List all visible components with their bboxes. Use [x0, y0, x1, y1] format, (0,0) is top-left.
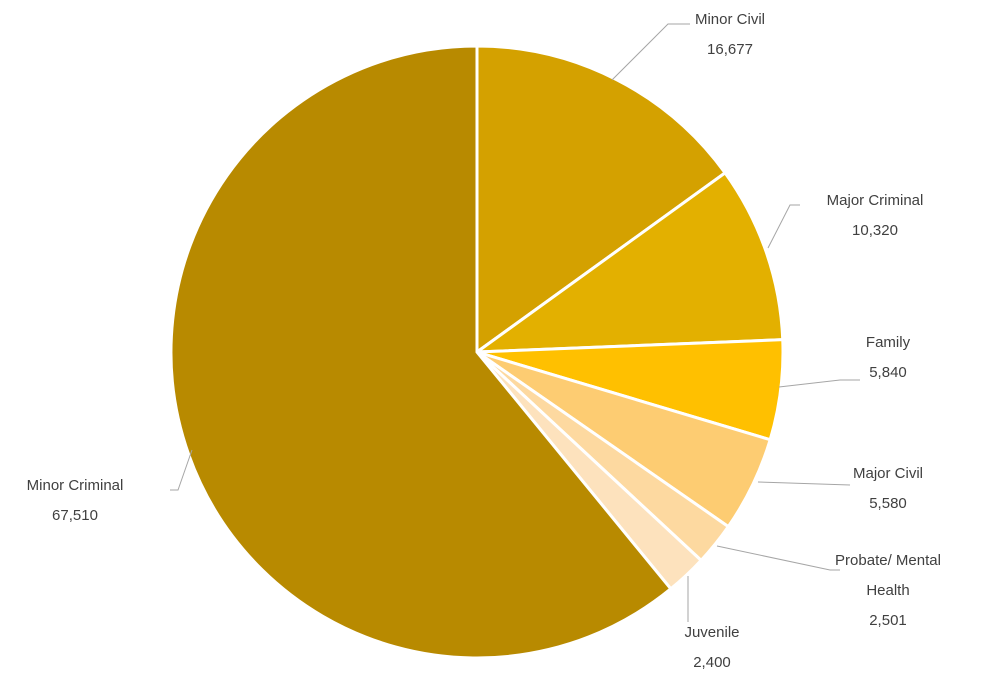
data-label-category: Probate/ Mental [835, 552, 941, 569]
data-label-category: Family [866, 334, 911, 351]
data-label-category: Juvenile [684, 624, 739, 641]
leader-lines-layer [170, 23, 860, 622]
data-labels-layer: Minor Civil 16,677 Major Criminal 10,320 Fam… [27, 11, 941, 671]
data-label-minor-criminal: Minor Criminal 67,510 [27, 477, 124, 524]
data-label-category: Minor Criminal [27, 477, 124, 494]
pie-slice-minor-civil [475, 44, 728, 355]
data-label-family: Family 5,840 [866, 334, 911, 381]
pie-slice-major-criminal [472, 170, 785, 354]
data-label-major-criminal: Major Criminal 10,320 [827, 192, 924, 239]
data-label-value: 2,501 [869, 612, 907, 629]
leader-line-major-civil [757, 481, 851, 486]
pie-slice-minor-criminal [169, 44, 673, 660]
data-label-minor-civil: Minor Civil 16,677 [695, 11, 765, 58]
data-label-value: 16,677 [707, 41, 753, 58]
data-label-value: 5,580 [869, 495, 907, 512]
data-label-category: Major Criminal [827, 192, 924, 209]
data-label-value: 67,510 [52, 507, 98, 524]
data-label-major-civil: Major Civil 5,580 [853, 465, 923, 512]
data-label-value: 10,320 [852, 222, 898, 239]
data-label-category: Minor Civil [695, 11, 765, 28]
slices-layer [169, 44, 785, 660]
leader-line-family [778, 379, 860, 388]
data-label-category: Health [866, 582, 909, 599]
leader-line-minor-civil [611, 23, 690, 81]
data-label-category: Major Civil [853, 465, 923, 482]
data-label-probate-mental-health: Probate/ Mental Health 2,501 [835, 552, 941, 629]
leader-line-probate-mental-health [716, 545, 840, 571]
data-label-value: 5,840 [869, 364, 907, 381]
leader-line-minor-criminal [170, 449, 193, 491]
data-label-juvenile: Juvenile 2,400 [684, 624, 739, 671]
leader-line-major-criminal [767, 204, 800, 249]
data-label-value: 2,400 [693, 654, 731, 671]
